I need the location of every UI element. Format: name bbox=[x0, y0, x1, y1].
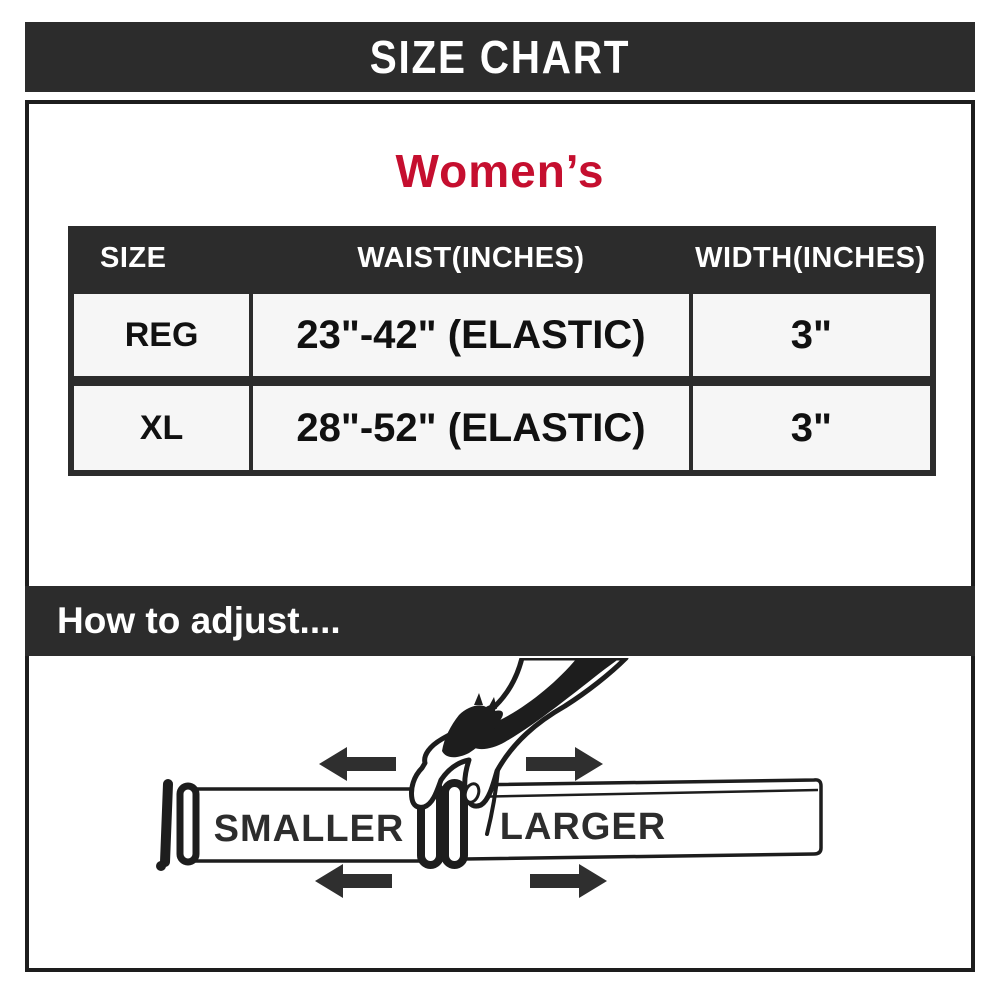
size-cell: REG bbox=[68, 284, 254, 383]
belt-buckle-icon bbox=[156, 779, 200, 871]
page-title: SIZE CHART bbox=[369, 31, 631, 83]
size-cell: XL bbox=[68, 376, 254, 475]
main-box: Women’s SIZE WAIST(INCHES) WIDTH(INCHES)… bbox=[25, 100, 975, 972]
arrow-right-icon bbox=[526, 747, 603, 781]
arrow-right-icon bbox=[530, 864, 607, 898]
larger-label: LARGER bbox=[500, 806, 666, 848]
arrow-left-icon bbox=[315, 864, 392, 898]
section-title-womens: Women’s bbox=[395, 145, 605, 197]
belt-illustration-canvas: SMALLER LARGER bbox=[156, 658, 823, 898]
width-cell: 3" bbox=[688, 376, 936, 475]
adjust-section-title: How to adjust.... bbox=[57, 600, 341, 641]
belt-seam-line bbox=[464, 788, 819, 799]
col-header-waist: WAIST(INCHES) bbox=[251, 229, 691, 289]
hand-pinch-icon bbox=[409, 658, 629, 836]
waist-cell: 23"-42" (ELASTIC) bbox=[249, 284, 693, 383]
col-header-size: SIZE bbox=[71, 229, 252, 289]
arrow-left-icon bbox=[319, 747, 396, 781]
table-row: XL 28"-52" (ELASTIC) 3" bbox=[68, 376, 936, 475]
waist-cell: 28"-52" (ELASTIC) bbox=[249, 376, 693, 475]
title-bar: SIZE CHART bbox=[25, 22, 975, 92]
adjust-section-bar: How to adjust.... bbox=[25, 586, 975, 656]
belt-adjust-illustration: SMALLER LARGER bbox=[25, 658, 975, 968]
size-table: SIZE WAIST(INCHES) WIDTH(INCHES) REG 23"… bbox=[68, 226, 936, 476]
table-row: REG 23"-42" (ELASTIC) 3" bbox=[68, 284, 936, 383]
col-header-width: WIDTH(INCHES) bbox=[690, 229, 933, 289]
smaller-label: SMALLER bbox=[214, 808, 405, 850]
table-header-row: SIZE WAIST(INCHES) WIDTH(INCHES) bbox=[71, 229, 933, 289]
width-cell: 3" bbox=[688, 284, 936, 383]
belt-strap-right bbox=[463, 778, 823, 861]
belt-strap-left bbox=[191, 787, 432, 863]
